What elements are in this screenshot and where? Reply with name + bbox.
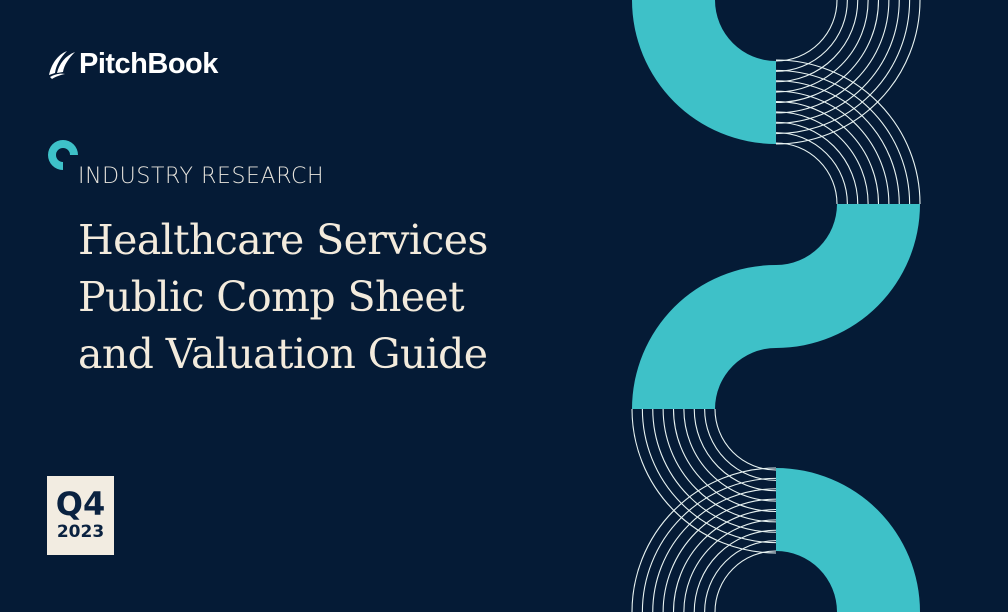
arc-line bbox=[775, 142, 838, 205]
arc-line bbox=[775, 0, 900, 124]
arc-line bbox=[775, 0, 859, 83]
arc-line bbox=[652, 488, 777, 612]
quarter-label: Q4 bbox=[55, 485, 106, 523]
arc-line bbox=[693, 408, 777, 492]
arc-line bbox=[662, 408, 777, 523]
arc-line bbox=[775, 0, 911, 135]
year-label: 2023 bbox=[56, 522, 105, 542]
arc-line bbox=[652, 408, 777, 533]
arc-line bbox=[775, 90, 890, 205]
arc-line bbox=[683, 408, 777, 502]
arc-line bbox=[672, 408, 777, 513]
sails-icon bbox=[49, 51, 75, 79]
arc-line bbox=[662, 498, 777, 612]
title-line: and Valuation Guide bbox=[78, 330, 488, 378]
arc-line bbox=[775, 0, 869, 93]
arc-line bbox=[775, 69, 911, 205]
arc-line bbox=[641, 477, 777, 612]
arc-line bbox=[775, 0, 890, 114]
title-line: Public Comp Sheet bbox=[78, 273, 465, 321]
arc-line bbox=[775, 59, 921, 205]
arc-line bbox=[631, 467, 777, 612]
period-badge: Q4 2023 bbox=[47, 476, 114, 555]
arc-line bbox=[672, 508, 777, 612]
arc-line bbox=[775, 0, 880, 104]
arc-line bbox=[693, 529, 777, 612]
arc-line bbox=[775, 0, 848, 72]
arc-line bbox=[775, 132, 848, 205]
teal-band-middle-right bbox=[776, 204, 920, 348]
teal-band-bottom bbox=[776, 468, 920, 612]
brand-name: PitchBook bbox=[79, 47, 218, 80]
arc-line bbox=[775, 121, 859, 205]
arc-line bbox=[775, 100, 880, 205]
report-title: Healthcare Services Public Comp Sheet an… bbox=[78, 212, 488, 383]
teal-band-top bbox=[632, 0, 776, 144]
arc-line bbox=[704, 540, 777, 612]
ring-icon bbox=[48, 140, 78, 170]
teal-band-middle-left bbox=[632, 265, 776, 409]
arc-line bbox=[714, 408, 777, 471]
title-line: Healthcare Services bbox=[78, 216, 488, 264]
arc-line bbox=[775, 80, 900, 205]
arc-line bbox=[714, 550, 777, 612]
pitchbook-logo: PitchBook bbox=[47, 47, 218, 81]
arc-line bbox=[631, 408, 777, 554]
arc-line bbox=[775, 0, 838, 62]
arc-line bbox=[683, 519, 777, 612]
category-label: INDUSTRY RESEARCH bbox=[78, 164, 325, 189]
arc-line bbox=[775, 111, 869, 205]
